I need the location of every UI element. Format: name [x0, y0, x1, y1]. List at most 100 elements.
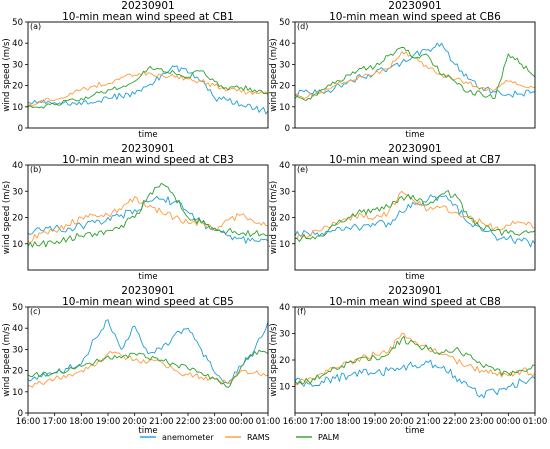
y-tick-label: 40: [279, 161, 290, 171]
series-line-palm: [28, 349, 268, 389]
panel-label: (b): [30, 165, 41, 174]
legend-label-rams: RAMS: [247, 433, 270, 442]
chart-title-date: 20230901: [388, 0, 441, 12]
y-axis-label: wind speed (m/s): [2, 38, 12, 111]
x-axis-label: time: [405, 272, 424, 282]
x-tick-label: 19:00: [96, 417, 121, 427]
chart-title: 10-min mean wind speed at CB8: [329, 296, 501, 308]
y-axis-label: wind speed (m/s): [2, 323, 12, 396]
y-tick-label: 50: [12, 18, 23, 28]
x-tick-label: 00:00: [496, 417, 521, 427]
y-tick-label: 10: [279, 240, 290, 250]
x-tick-label: 22:00: [443, 417, 468, 427]
y-tick-label: 40: [12, 161, 23, 171]
axes-frame: [27, 164, 269, 271]
chart-title: 10-min mean wind speed at CB3: [62, 154, 234, 166]
chart-title: 10-min mean wind speed at CB7: [329, 154, 501, 166]
y-tick-label: 20: [12, 367, 23, 377]
series-line-palm: [295, 335, 535, 385]
x-axis-label: time: [405, 426, 424, 436]
series-line-rams: [295, 190, 535, 240]
y-tick-label: 20: [12, 82, 23, 92]
series-line-anemometer: [28, 319, 268, 384]
y-tick-label: 50: [12, 303, 23, 313]
series-line-anemometer: [28, 65, 268, 115]
chart-title-date: 20230901: [121, 143, 174, 155]
series-line-rams: [28, 350, 268, 388]
y-tick-label: 10: [12, 388, 23, 398]
y-tick-label: 30: [279, 187, 290, 197]
panel-label: (a): [30, 22, 41, 31]
y-tick-label: 10: [279, 383, 290, 393]
y-tick-label: 30: [12, 187, 23, 197]
y-tick-label: 40: [12, 324, 23, 334]
x-axis-label: time: [138, 272, 157, 282]
x-tick-label: 16:00: [16, 417, 41, 427]
y-tick-label: 50: [279, 18, 290, 28]
y-tick-label: 30: [279, 60, 290, 70]
panel-label: (c): [30, 307, 41, 316]
legend-label-palm: PALM: [318, 433, 339, 442]
y-tick-label: 30: [12, 345, 23, 355]
y-tick-label: 20: [279, 82, 290, 92]
x-tick-label: 21:00: [149, 417, 174, 427]
panel-label: (d): [297, 22, 308, 31]
x-tick-label: 17:00: [42, 417, 67, 427]
y-axis-label: wind speed (m/s): [2, 181, 12, 254]
y-axis-label: wind speed (m/s): [269, 181, 279, 254]
axes-frame: [27, 306, 269, 414]
y-axis-label: wind speed (m/s): [269, 38, 279, 111]
y-tick-label: 10: [12, 240, 23, 250]
chart-title-date: 20230901: [121, 285, 174, 297]
series-line-anemometer: [28, 195, 268, 244]
panel-label: (e): [297, 165, 308, 174]
chart-title-date: 20230901: [388, 143, 441, 155]
x-tick-label: 20:00: [122, 417, 147, 427]
x-tick-label: 00:00: [229, 417, 254, 427]
chart-title-date: 20230901: [121, 0, 174, 12]
x-tick-label: 16:00: [283, 417, 308, 427]
x-tick-label: 22:00: [176, 417, 201, 427]
y-tick-label: 0: [285, 124, 290, 134]
series-line-rams: [295, 332, 535, 386]
y-tick-label: 0: [18, 124, 23, 134]
y-tick-label: 0: [18, 409, 23, 419]
chart-title: 10-min mean wind speed at CB1: [62, 11, 234, 23]
x-tick-label: 01:00: [256, 417, 281, 427]
x-tick-label: 23:00: [202, 417, 227, 427]
x-axis-label: time: [138, 426, 157, 436]
y-tick-label: 20: [279, 356, 290, 366]
panel-label: (f): [297, 307, 306, 316]
y-tick-label: 20: [279, 214, 290, 224]
legend-label-anemometer: anemometer: [162, 433, 214, 442]
series-line-palm: [295, 190, 535, 243]
series-line-palm: [28, 182, 268, 248]
series-line-anemometer: [295, 42, 535, 98]
x-axis-label: time: [138, 130, 157, 140]
x-tick-label: 23:00: [469, 417, 494, 427]
series-line-palm: [28, 65, 268, 109]
y-tick-label: 10: [12, 103, 23, 113]
y-tick-label: 10: [279, 103, 290, 113]
y-tick-label: 30: [12, 60, 23, 70]
y-tick-label: 20: [12, 214, 23, 224]
x-tick-label: 18:00: [69, 417, 94, 427]
x-tick-label: 19:00: [363, 417, 388, 427]
series-line-rams: [28, 196, 268, 244]
axes-frame: [294, 164, 536, 271]
x-tick-label: 17:00: [309, 417, 334, 427]
series-line-palm: [295, 46, 535, 101]
legend: anemometer RAMS PALM: [140, 433, 339, 442]
chart-title: 10-min mean wind speed at CB5: [62, 296, 234, 308]
x-tick-label: 18:00: [336, 417, 361, 427]
y-axis-label: wind speed (m/s): [269, 323, 279, 396]
y-tick-label: 40: [12, 39, 23, 49]
y-tick-label: 30: [279, 330, 290, 340]
